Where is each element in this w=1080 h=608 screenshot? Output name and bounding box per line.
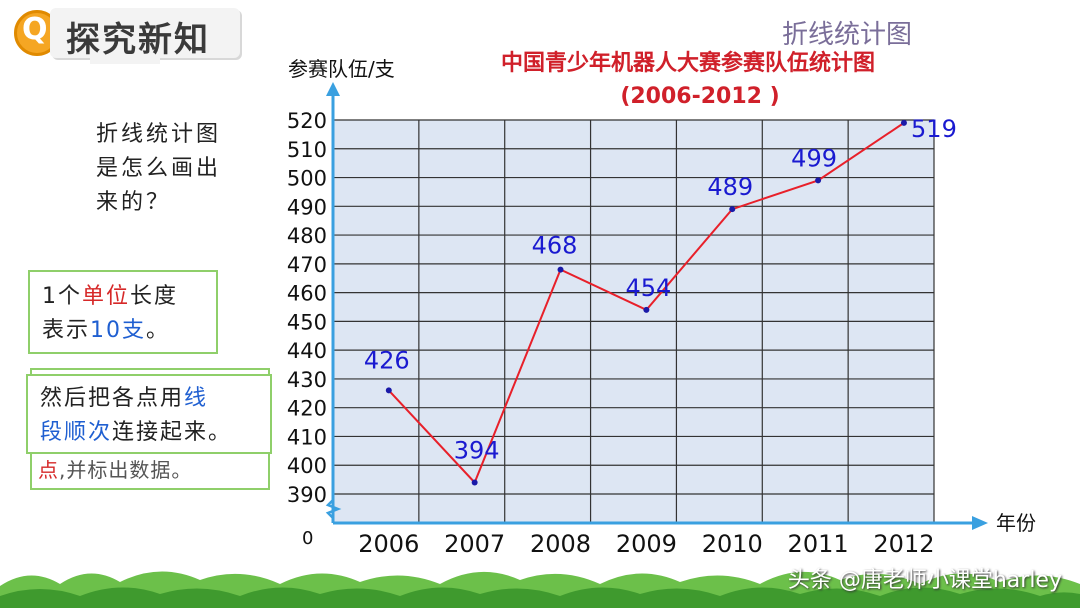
data-point (729, 206, 736, 213)
step-front-line1: 然后把各点用 (40, 386, 185, 411)
unit-note-suffix: 。 (146, 318, 171, 343)
grass-decoration (0, 571, 1080, 608)
logo-letter: Q (22, 12, 48, 47)
unit-note-red: 单位 (82, 284, 131, 309)
y-tick-label: 390 (287, 483, 327, 507)
step-back-red: 点 (38, 458, 59, 482)
data-point (385, 387, 392, 394)
step-front-line1-blue: 线 (184, 386, 209, 411)
chart-title: 中国青少年机器人大赛参赛队伍统计图 (501, 50, 875, 76)
question-line: 是怎么画出 (96, 156, 222, 181)
y-tick-label: 510 (287, 138, 327, 162)
origin-label: 0 (302, 528, 313, 549)
unit-note-box: 1个单位长度 表示10支。 (28, 270, 218, 354)
title-underline (90, 58, 160, 64)
data-label: 489 (707, 173, 753, 201)
data-point (900, 119, 907, 126)
unit-note-line2-prefix: 表示 (42, 318, 91, 343)
question-text: 折线统计图 是怎么画出 来的？ (96, 118, 256, 220)
step-back-text: 点,并标出数据。 (38, 454, 192, 483)
unit-note-middle: 长度 (130, 284, 179, 309)
step-front-text: 然后把各点用线 段顺次连接起来。 (40, 382, 232, 450)
x-tick-label: 2011 (788, 530, 849, 558)
question-line: 来的？ (96, 190, 172, 215)
y-tick-label: 460 (287, 282, 327, 306)
y-axis-label: 参赛队伍/支 (288, 57, 395, 81)
x-tick-label: 2006 (358, 530, 419, 558)
unit-note-blue: 10支 (90, 318, 147, 343)
y-tick-label: 470 (287, 253, 327, 277)
tick-labels: 390 400 410 420 430 440 450 460 470 480 490 500 510 5… (287, 109, 935, 558)
question-line: 折线统计图 (96, 122, 222, 147)
y-axis-arrow (326, 82, 340, 96)
watermark: 头条 @唐老师小课堂harley (787, 568, 1062, 593)
y-tick-label: 430 (287, 368, 327, 392)
x-axis-arrow (972, 516, 988, 530)
y-tick-label: 400 (287, 454, 327, 478)
y-tick-label: 500 (287, 167, 327, 191)
step-front-line2-rest: 连接起来。 (112, 420, 233, 445)
x-tick-label: 2008 (530, 530, 591, 558)
data-point (815, 177, 822, 184)
data-point (643, 306, 650, 313)
x-tick-label: 2010 (702, 530, 763, 558)
data-point (557, 266, 564, 273)
y-tick-label: 450 (287, 310, 327, 334)
section-title: 探究新知 (66, 20, 210, 60)
data-point (471, 479, 478, 486)
data-label: 468 (532, 232, 578, 260)
data-label: 454 (625, 274, 671, 302)
unit-note-text: 1个单位长度 表示10支。 (42, 280, 178, 348)
series (385, 119, 907, 486)
y-tick-label: 520 (287, 109, 327, 133)
unit-note-prefix: 1个 (42, 284, 82, 309)
x-tick-label: 2009 (616, 530, 677, 558)
y-tick-label: 420 (287, 397, 327, 421)
step-card-front: 然后把各点用线 段顺次连接起来。 (26, 374, 272, 454)
axis-break-mark (325, 499, 342, 519)
grid (332, 119, 935, 523)
chart-subtitle: (2006-2012 ) (620, 84, 779, 109)
step-front-line2-blue: 段顺次 (40, 420, 113, 445)
y-tick-label: 440 (287, 339, 327, 363)
data-label: 499 (791, 144, 837, 172)
x-tick-label: 2012 (873, 530, 934, 558)
x-tick-label: 2007 (444, 530, 505, 558)
section-title-box (50, 8, 240, 58)
step-back-rest: ,并标出数据。 (59, 458, 193, 482)
data-label: 426 (364, 346, 410, 374)
data-label: 394 (454, 436, 500, 464)
x-axis-label: 年份 (996, 511, 1036, 535)
y-tick-label: 480 (287, 224, 327, 248)
header: Q 探究新知 (0, 0, 250, 68)
data-labels: 426 394 468 454 489 499 519 (364, 115, 957, 465)
data-label: 519 (911, 115, 957, 143)
y-tick-label: 490 (287, 195, 327, 219)
axes (325, 82, 988, 530)
topic-label: 折线统计图 (781, 20, 912, 50)
y-tick-label: 410 (287, 425, 327, 449)
